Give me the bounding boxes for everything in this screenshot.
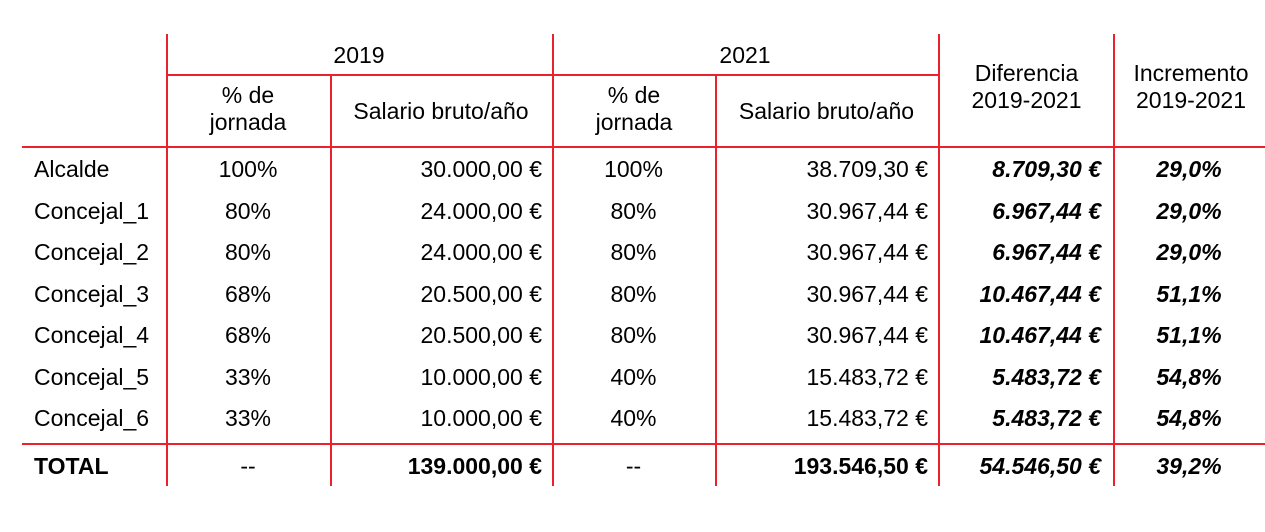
cell-pct19: 33% (224, 405, 272, 431)
grid-hline-total-top (22, 443, 1265, 445)
total-pct19: -- (240, 453, 256, 479)
total-diff: 54.546,50 € (979, 453, 1101, 479)
cell-incr: 54,8% (1156, 364, 1222, 390)
cell-sal19: 20.500,00 € (420, 322, 542, 348)
cell-diff: 6.967,44 € (992, 198, 1101, 224)
cell-incr: 51,1% (1156, 322, 1222, 348)
grid-vline-5 (938, 34, 940, 486)
cell-diff: 5.483,72 € (992, 364, 1101, 390)
header-pct-jornada-2021: % de jornada (595, 82, 673, 135)
cell-sal19: 20.500,00 € (420, 281, 542, 307)
cell-diff: 8.709,30 € (992, 156, 1101, 182)
cell-diff: 10.467,44 € (979, 281, 1101, 307)
total-sal19: 139.000,00 € (407, 453, 542, 479)
cell-pct21: 80% (610, 281, 657, 307)
total-name: TOTAL (34, 453, 109, 479)
header-diferencia: Diferencia 2019-2021 (971, 60, 1082, 113)
cell-incr: 51,1% (1156, 281, 1222, 307)
cell-pct19: 33% (224, 364, 272, 390)
cell-pct21: 80% (610, 198, 657, 224)
cell-pct19: 68% (224, 322, 272, 348)
grid-vline-6 (1113, 34, 1115, 486)
cell-sal21: 38.709,30 € (806, 156, 928, 182)
grid-vline-2 (330, 76, 332, 486)
grid-vline-3 (552, 34, 554, 486)
cell-pct19: 80% (224, 198, 272, 224)
header-year-2019: 2019 (333, 42, 385, 68)
cell-name: Concejal_4 (34, 322, 150, 348)
cell-pct21: 80% (610, 322, 657, 348)
cell-pct21: 40% (610, 405, 657, 431)
cell-incr: 29,0% (1156, 156, 1222, 182)
cell-sal19: 10.000,00 € (420, 364, 542, 390)
cell-sal19: 30.000,00 € (420, 156, 542, 182)
cell-sal21: 30.967,44 € (806, 198, 928, 224)
cell-sal21: 30.967,44 € (806, 281, 928, 307)
cell-sal19: 10.000,00 € (420, 405, 542, 431)
grid-hline-year-divider (166, 74, 938, 76)
header-year-2021: 2021 (719, 42, 771, 68)
cell-name: Concejal_3 (34, 281, 150, 307)
cell-name: Alcalde (34, 156, 110, 182)
header-salario-2021: Salario bruto/año (738, 98, 915, 124)
cell-pct21: 100% (604, 156, 663, 182)
total-pct21: -- (625, 453, 642, 479)
grid-vline-1 (166, 34, 168, 486)
header-incremento: Incremento 2019-2021 (1133, 60, 1249, 113)
grid-vline-4 (715, 76, 717, 486)
header-pct-jornada-2019: % de jornada (209, 82, 287, 135)
cell-incr: 29,0% (1156, 198, 1222, 224)
total-incr: 39,2% (1156, 453, 1222, 479)
grid-hline-header-bottom (22, 146, 1265, 148)
cell-pct21: 40% (610, 364, 657, 390)
cell-name: Concejal_5 (34, 364, 150, 390)
cell-sal21: 15.483,72 € (806, 405, 928, 431)
cell-pct19: 68% (224, 281, 272, 307)
cell-name: Concejal_1 (34, 198, 150, 224)
cell-sal19: 24.000,00 € (420, 239, 542, 265)
cell-name: Concejal_2 (34, 239, 150, 265)
header-salario-2019: Salario bruto/año (353, 98, 529, 124)
cell-pct19: 80% (224, 239, 272, 265)
cell-incr: 29,0% (1156, 239, 1222, 265)
cell-sal19: 24.000,00 € (420, 198, 542, 224)
cell-name: Concejal_6 (34, 405, 150, 431)
cell-sal21: 15.483,72 € (806, 364, 928, 390)
cell-diff: 5.483,72 € (992, 405, 1101, 431)
cell-diff: 10.467,44 € (979, 322, 1101, 348)
cell-pct21: 80% (610, 239, 657, 265)
cell-sal21: 30.967,44 € (806, 322, 928, 348)
cell-diff: 6.967,44 € (992, 239, 1101, 265)
cell-sal21: 30.967,44 € (806, 239, 928, 265)
cell-pct19: 100% (218, 156, 278, 182)
cell-incr: 54,8% (1156, 405, 1222, 431)
total-sal21: 193.546,50 € (793, 453, 928, 479)
